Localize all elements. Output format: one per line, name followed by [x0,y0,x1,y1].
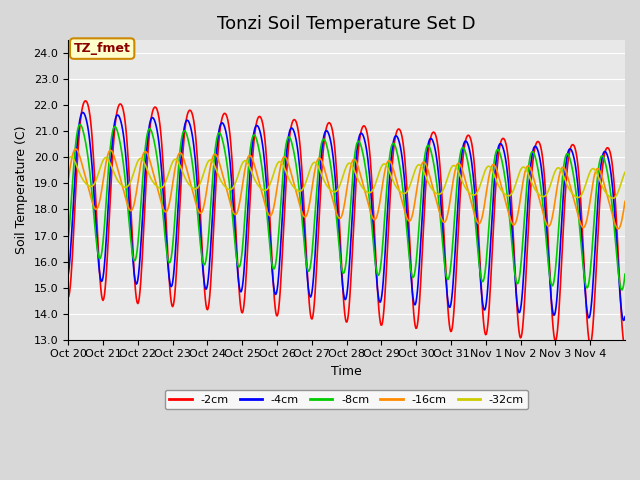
Text: TZ_fmet: TZ_fmet [74,42,131,55]
X-axis label: Time: Time [332,365,362,378]
Legend: -2cm, -4cm, -8cm, -16cm, -32cm: -2cm, -4cm, -8cm, -16cm, -32cm [165,390,528,409]
Y-axis label: Soil Temperature (C): Soil Temperature (C) [15,126,28,254]
Title: Tonzi Soil Temperature Set D: Tonzi Soil Temperature Set D [217,15,476,33]
